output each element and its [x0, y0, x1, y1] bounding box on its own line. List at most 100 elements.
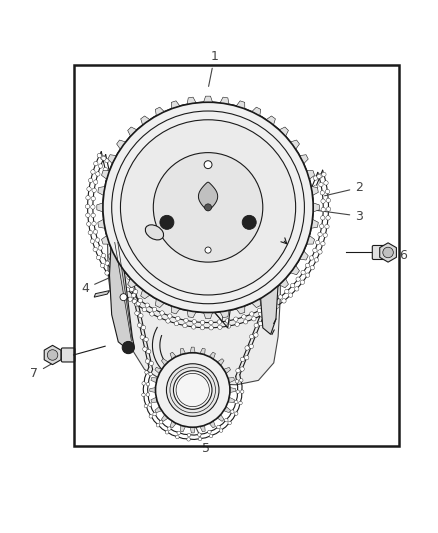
Circle shape — [305, 263, 310, 268]
Polygon shape — [155, 107, 164, 116]
Circle shape — [103, 102, 313, 312]
Circle shape — [326, 198, 331, 203]
Circle shape — [115, 206, 120, 211]
Circle shape — [91, 169, 95, 174]
Polygon shape — [224, 407, 230, 413]
Polygon shape — [187, 310, 196, 318]
Circle shape — [114, 275, 119, 279]
Circle shape — [118, 218, 122, 222]
Polygon shape — [209, 352, 215, 359]
Circle shape — [116, 227, 120, 232]
Circle shape — [240, 378, 243, 382]
Circle shape — [176, 317, 180, 321]
Text: 6: 6 — [384, 249, 407, 262]
Circle shape — [121, 291, 126, 295]
Circle shape — [265, 304, 269, 309]
Circle shape — [134, 289, 138, 294]
Polygon shape — [209, 421, 215, 428]
Circle shape — [294, 287, 299, 291]
Circle shape — [242, 314, 246, 319]
Polygon shape — [307, 236, 314, 244]
Circle shape — [325, 189, 330, 194]
Circle shape — [249, 344, 254, 349]
Circle shape — [301, 270, 305, 274]
Circle shape — [200, 326, 205, 330]
Circle shape — [326, 207, 331, 211]
Circle shape — [110, 182, 114, 187]
Circle shape — [314, 185, 318, 189]
Circle shape — [105, 261, 110, 265]
Circle shape — [103, 167, 107, 172]
Circle shape — [93, 230, 98, 234]
Circle shape — [122, 251, 126, 255]
Circle shape — [313, 248, 317, 253]
Circle shape — [95, 172, 100, 176]
Circle shape — [326, 216, 330, 220]
Circle shape — [149, 361, 153, 366]
Circle shape — [113, 215, 118, 220]
Circle shape — [168, 427, 171, 430]
Circle shape — [230, 410, 234, 414]
Circle shape — [204, 161, 212, 168]
Polygon shape — [97, 203, 103, 212]
Circle shape — [254, 333, 258, 337]
Circle shape — [254, 323, 258, 327]
Circle shape — [263, 301, 268, 305]
Polygon shape — [127, 127, 137, 136]
Ellipse shape — [145, 225, 164, 240]
Circle shape — [150, 312, 154, 316]
Circle shape — [135, 311, 139, 316]
Circle shape — [277, 276, 281, 280]
Circle shape — [93, 247, 97, 252]
Circle shape — [239, 401, 242, 405]
Circle shape — [321, 172, 326, 176]
Polygon shape — [228, 397, 234, 402]
Circle shape — [120, 294, 127, 301]
Circle shape — [244, 356, 249, 360]
Circle shape — [226, 324, 231, 328]
Text: 2: 2 — [325, 181, 363, 196]
Circle shape — [122, 342, 134, 354]
Polygon shape — [290, 265, 300, 274]
Circle shape — [235, 379, 239, 383]
Polygon shape — [204, 312, 212, 319]
Circle shape — [304, 198, 309, 203]
Circle shape — [209, 434, 213, 438]
Circle shape — [88, 178, 93, 183]
Circle shape — [131, 293, 136, 297]
Circle shape — [234, 400, 238, 404]
Circle shape — [244, 320, 248, 324]
Polygon shape — [180, 425, 185, 432]
Circle shape — [277, 266, 281, 271]
Polygon shape — [44, 345, 61, 365]
Polygon shape — [236, 101, 245, 109]
Circle shape — [324, 181, 328, 185]
Circle shape — [252, 317, 256, 321]
Circle shape — [110, 278, 114, 282]
Circle shape — [250, 335, 254, 339]
Polygon shape — [217, 359, 224, 366]
Polygon shape — [180, 348, 185, 355]
Circle shape — [281, 264, 286, 269]
Circle shape — [383, 247, 393, 258]
Circle shape — [103, 102, 313, 312]
Polygon shape — [311, 219, 318, 228]
Circle shape — [100, 263, 105, 268]
Circle shape — [208, 430, 211, 434]
Circle shape — [113, 194, 117, 198]
Polygon shape — [127, 278, 137, 288]
Circle shape — [124, 263, 129, 268]
Circle shape — [116, 285, 120, 289]
Polygon shape — [266, 289, 276, 299]
Circle shape — [250, 312, 254, 316]
Circle shape — [205, 247, 211, 253]
Polygon shape — [161, 415, 168, 422]
Circle shape — [217, 320, 222, 324]
Circle shape — [88, 230, 92, 235]
Circle shape — [106, 179, 110, 184]
Polygon shape — [150, 387, 155, 392]
Circle shape — [240, 357, 245, 361]
Circle shape — [236, 368, 240, 373]
Circle shape — [268, 289, 272, 294]
Circle shape — [300, 210, 304, 214]
